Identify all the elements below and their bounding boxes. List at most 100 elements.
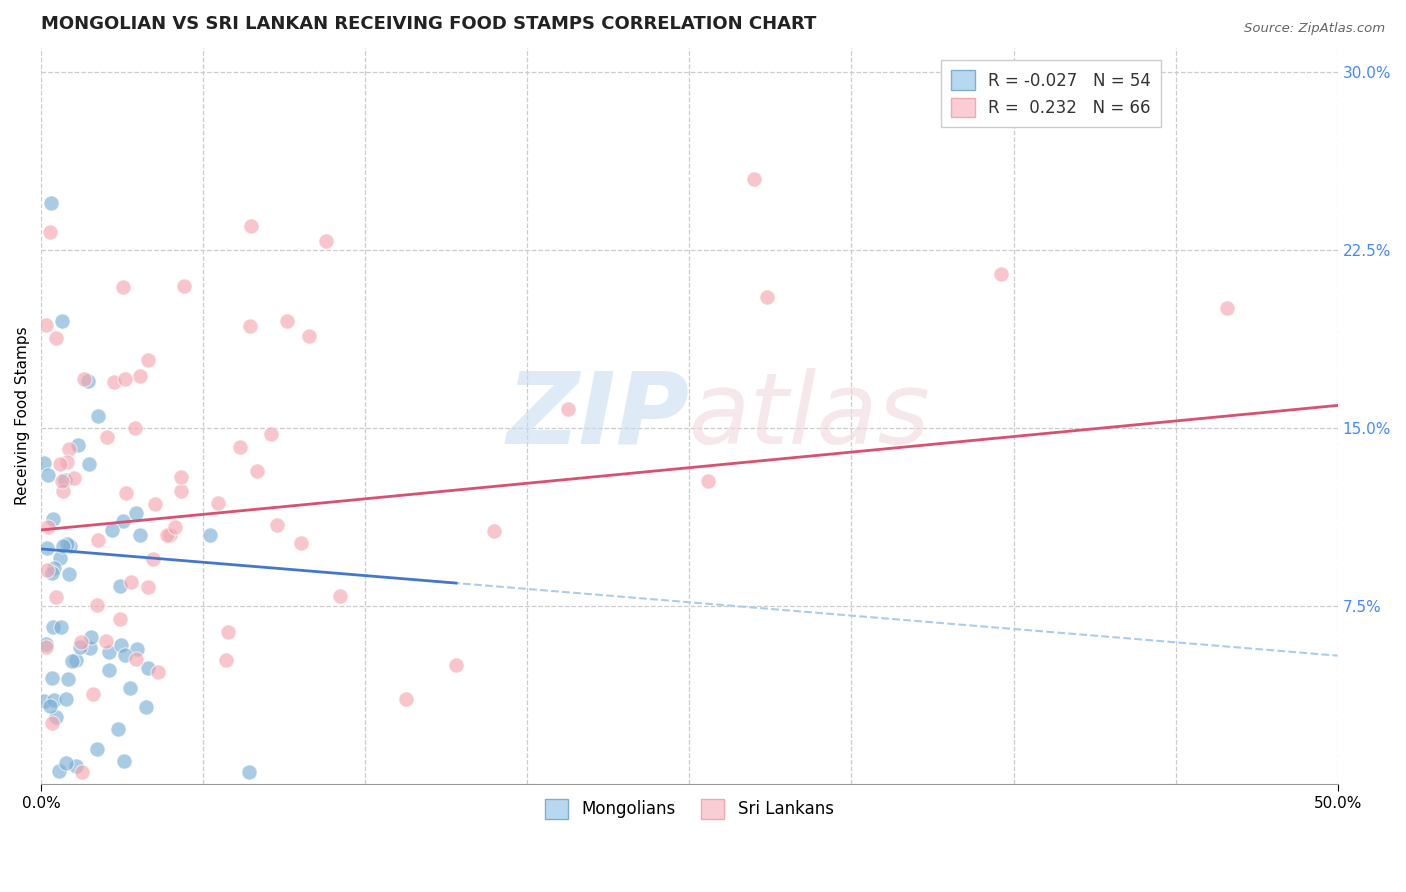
Point [96, 429, 118, 443]
Point [266, 517, 288, 532]
Point [207, 495, 229, 509]
Point [444, 658, 467, 673]
Point [38, 226, 60, 240]
Point [65, 758, 87, 772]
Point [48, 764, 70, 778]
Point [69, 640, 91, 654]
Point [108, 612, 131, 626]
Point [66, 438, 89, 452]
Point [35, 640, 58, 654]
Point [696, 474, 718, 488]
Point [65, 652, 87, 666]
Point [49, 550, 72, 565]
Point [142, 552, 165, 566]
Point [756, 291, 779, 305]
Point [87, 409, 110, 423]
Point [298, 328, 321, 343]
Point [56, 537, 79, 551]
Point [217, 625, 239, 640]
Point [49, 457, 72, 471]
Point [76, 374, 98, 388]
Text: atlas: atlas [689, 368, 931, 465]
Point [276, 314, 298, 328]
Point [239, 319, 262, 334]
Point [32, 456, 55, 470]
Point [37, 519, 59, 533]
Point [51, 474, 73, 488]
Y-axis label: Receiving Food Stamps: Receiving Food Stamps [15, 326, 30, 506]
Point [143, 497, 166, 511]
Point [125, 652, 148, 666]
Point [42, 561, 65, 575]
Point [125, 507, 148, 521]
Point [55, 756, 77, 771]
Point [45, 710, 67, 724]
Point [41, 195, 63, 210]
Point [42, 620, 65, 634]
Point [239, 219, 262, 233]
Point [742, 172, 765, 186]
Point [159, 527, 181, 541]
Point [34, 318, 56, 332]
Point [112, 754, 135, 768]
Point [120, 575, 142, 590]
Point [173, 278, 195, 293]
Point [58, 442, 80, 456]
Point [229, 440, 252, 454]
Point [129, 369, 152, 384]
Point [52, 540, 75, 554]
Point [111, 514, 134, 528]
Point [215, 653, 238, 667]
Point [146, 665, 169, 679]
Point [315, 235, 337, 249]
Point [170, 470, 193, 484]
Text: Source: ZipAtlas.com: Source: ZipAtlas.com [1244, 22, 1385, 36]
Point [41, 566, 63, 580]
Point [108, 579, 131, 593]
Text: MONGOLIAN VS SRI LANKAN RECEIVING FOOD STAMPS CORRELATION CHART: MONGOLIAN VS SRI LANKAN RECEIVING FOOD S… [41, 15, 817, 33]
Point [394, 691, 416, 706]
Point [136, 661, 159, 675]
Point [42, 512, 65, 526]
Point [41, 716, 63, 731]
Point [38, 698, 60, 713]
Point [82, 687, 104, 701]
Point [97, 645, 120, 659]
Point [114, 372, 136, 386]
Point [484, 524, 506, 539]
Point [94, 633, 117, 648]
Point [246, 464, 269, 478]
Point [198, 527, 221, 541]
Point [58, 566, 80, 581]
Point [42, 693, 65, 707]
Point [60, 654, 83, 668]
Point [260, 427, 283, 442]
Point [98, 663, 121, 677]
Point [77, 457, 100, 471]
Point [114, 486, 136, 500]
Point [56, 673, 79, 687]
Point [170, 484, 193, 499]
Point [53, 473, 76, 487]
Point [128, 527, 150, 541]
Point [32, 694, 55, 708]
Point [52, 484, 75, 499]
Point [79, 641, 101, 656]
Point [290, 536, 312, 550]
Point [238, 764, 260, 779]
Point [69, 635, 91, 649]
Point [1215, 301, 1237, 315]
Point [63, 471, 86, 485]
Point [103, 376, 125, 390]
Point [35, 563, 58, 577]
Point [135, 700, 157, 714]
Point [70, 764, 93, 779]
Point [156, 527, 179, 541]
Point [163, 520, 186, 534]
Point [35, 637, 58, 651]
Point [120, 681, 142, 696]
Point [557, 401, 579, 416]
Point [990, 267, 1012, 281]
Point [87, 533, 110, 548]
Point [35, 541, 58, 555]
